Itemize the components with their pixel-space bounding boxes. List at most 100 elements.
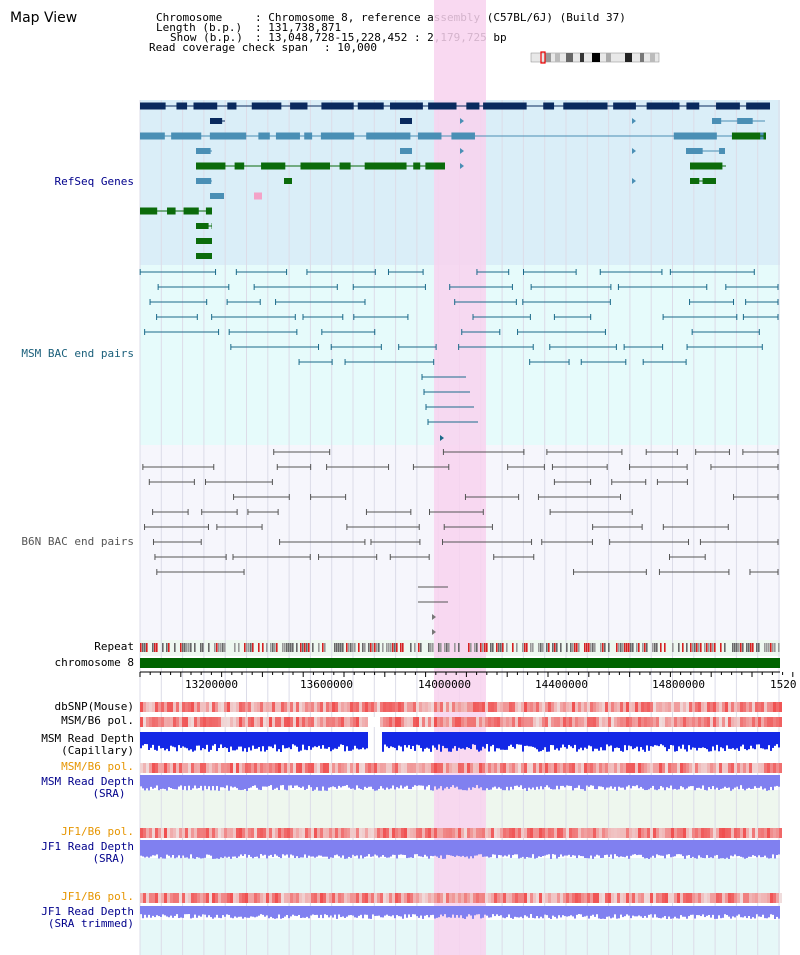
gene-exon bbox=[763, 132, 766, 140]
jf1-depth-sra-bar bbox=[654, 840, 656, 858]
msm-depth-sra-bar bbox=[358, 775, 360, 789]
msm-depth-sra-bar bbox=[398, 775, 400, 789]
repeat-mark bbox=[574, 643, 576, 652]
msm-depth-cap-bar bbox=[610, 732, 612, 746]
gene-exon bbox=[196, 162, 226, 170]
jf1-depth-sra-bar bbox=[408, 840, 410, 858]
dbsnp-heat bbox=[359, 702, 362, 712]
repeat-mark bbox=[146, 643, 148, 652]
jf1-depth-trim-bar bbox=[294, 906, 296, 916]
jf1-depth-sra-bar bbox=[200, 840, 202, 859]
jf1-pol-trim-heat bbox=[305, 893, 308, 903]
repeat-mark bbox=[182, 643, 184, 652]
dbsnp-heat bbox=[737, 702, 740, 712]
msm-depth-sra-bar bbox=[574, 775, 576, 789]
msm-depth-sra-bar bbox=[362, 775, 364, 790]
msm-depth-sra-bar bbox=[548, 775, 550, 788]
ideogram-band bbox=[555, 53, 560, 62]
repeat-mark bbox=[166, 643, 168, 652]
jf1-depth-trim-bar bbox=[400, 906, 402, 917]
jf1-pol-trim-heat bbox=[272, 893, 275, 903]
repeat-mark bbox=[774, 643, 776, 652]
msm-depth-cap-bar bbox=[588, 732, 590, 746]
jf1-pol-heat bbox=[206, 828, 209, 838]
msm-depth-cap-bar bbox=[720, 732, 722, 748]
dbsnp-heat bbox=[614, 702, 617, 712]
msm-depth-cap-bar bbox=[528, 732, 530, 747]
jf1-pol-trim-heat bbox=[197, 893, 200, 903]
jf1-pol-heat bbox=[527, 828, 530, 838]
msm-depth-cap-bar bbox=[322, 732, 324, 746]
jf1-depth-sra-bar bbox=[672, 840, 674, 857]
msm-depth-sra-bar bbox=[596, 775, 598, 790]
jf1-depth-trim-bar bbox=[264, 906, 266, 917]
jf1-pol-trim-heat bbox=[626, 893, 629, 903]
msm-depth-cap-bar bbox=[734, 732, 736, 750]
msm-depth-sra-bar bbox=[502, 775, 504, 791]
msm-depth-cap-bar bbox=[300, 732, 302, 751]
jf1-pol-trim-heat bbox=[692, 893, 695, 903]
msm-pol-heat bbox=[617, 717, 620, 727]
msm-pol-heat bbox=[560, 717, 563, 727]
jf1-depth-sra-bar bbox=[592, 840, 594, 859]
repeat-mark bbox=[420, 643, 422, 652]
jf1-pol-trim-heat bbox=[293, 893, 296, 903]
jf1-depth-sra-bar bbox=[508, 840, 510, 855]
msm-pol-heat bbox=[299, 717, 302, 727]
jf1-pol-trim-heat bbox=[335, 893, 338, 903]
repeat-mark bbox=[690, 643, 692, 652]
jf1-pol-heat bbox=[209, 828, 212, 838]
msm-pol-heat bbox=[266, 717, 269, 727]
jf1-pol-heat bbox=[650, 828, 653, 838]
dbsnp-heat bbox=[755, 702, 758, 712]
dbsnp-heat bbox=[212, 702, 215, 712]
repeat-mark bbox=[140, 643, 142, 652]
jf1-depth-sra-bar bbox=[390, 840, 392, 857]
jf1-depth-trim-bar bbox=[690, 906, 692, 915]
msm-depth-sra-bar bbox=[542, 775, 544, 790]
jf1-depth-sra-bar bbox=[728, 840, 730, 859]
jf1-pol-trim-heat bbox=[521, 893, 524, 903]
jf1-pol-trim-heat bbox=[434, 893, 437, 903]
jf1-pol-trim-heat bbox=[587, 893, 590, 903]
msm-pol-heat bbox=[263, 717, 266, 727]
jf1-pol-trim-heat bbox=[320, 893, 323, 903]
repeat-mark bbox=[392, 643, 394, 652]
msm-pol-heat bbox=[680, 717, 683, 727]
axis-tick-label: 14400000 bbox=[535, 678, 588, 691]
msm-pol-heat bbox=[629, 717, 632, 727]
msm-depth-sra-bar bbox=[376, 775, 378, 791]
repeat-mark bbox=[194, 643, 196, 652]
msm-pol-heat bbox=[518, 717, 521, 727]
msm-depth-sra-bar bbox=[232, 775, 234, 788]
gene-exon bbox=[390, 102, 423, 110]
msm-pol-heat bbox=[224, 717, 227, 727]
repeat-mark bbox=[522, 643, 524, 652]
msm-depth-sra-bar bbox=[290, 775, 292, 786]
jf1-pol-trim-heat bbox=[536, 893, 539, 903]
dbsnp-heat bbox=[707, 702, 710, 712]
jf1-pol-heat bbox=[290, 828, 293, 838]
jf1-pol-trim-heat bbox=[533, 893, 536, 903]
jf1-pol-trim-heat bbox=[152, 893, 155, 903]
jf1-pol-trim-heat bbox=[257, 893, 260, 903]
jf1-depth-sra-bar bbox=[254, 840, 256, 857]
jf1-pol-heat bbox=[356, 828, 359, 838]
jf1-pol-trim-heat bbox=[164, 893, 167, 903]
jf1-depth-trim-bar bbox=[596, 906, 598, 915]
msm-pol-sra-heat bbox=[575, 763, 578, 773]
msm-depth-cap-bar bbox=[170, 732, 172, 746]
jf1-pol-trim-heat bbox=[266, 893, 269, 903]
jf1-depth-sra-bar bbox=[288, 840, 290, 858]
jf1-depth-trim-bar bbox=[408, 906, 410, 915]
jf1-pol-heat bbox=[212, 828, 215, 838]
msm-depth-cap-bar bbox=[194, 732, 196, 751]
msm-pol-sra-heat bbox=[512, 763, 515, 773]
jf1-depth-sra-bar bbox=[262, 840, 264, 856]
msm-pol-heat bbox=[278, 717, 281, 727]
msm-depth-cap-bar bbox=[428, 732, 430, 749]
jf1-depth-sra-bar bbox=[332, 840, 334, 858]
msm-depth-sra-bar bbox=[414, 775, 416, 786]
msm-pol-heat bbox=[743, 717, 746, 727]
